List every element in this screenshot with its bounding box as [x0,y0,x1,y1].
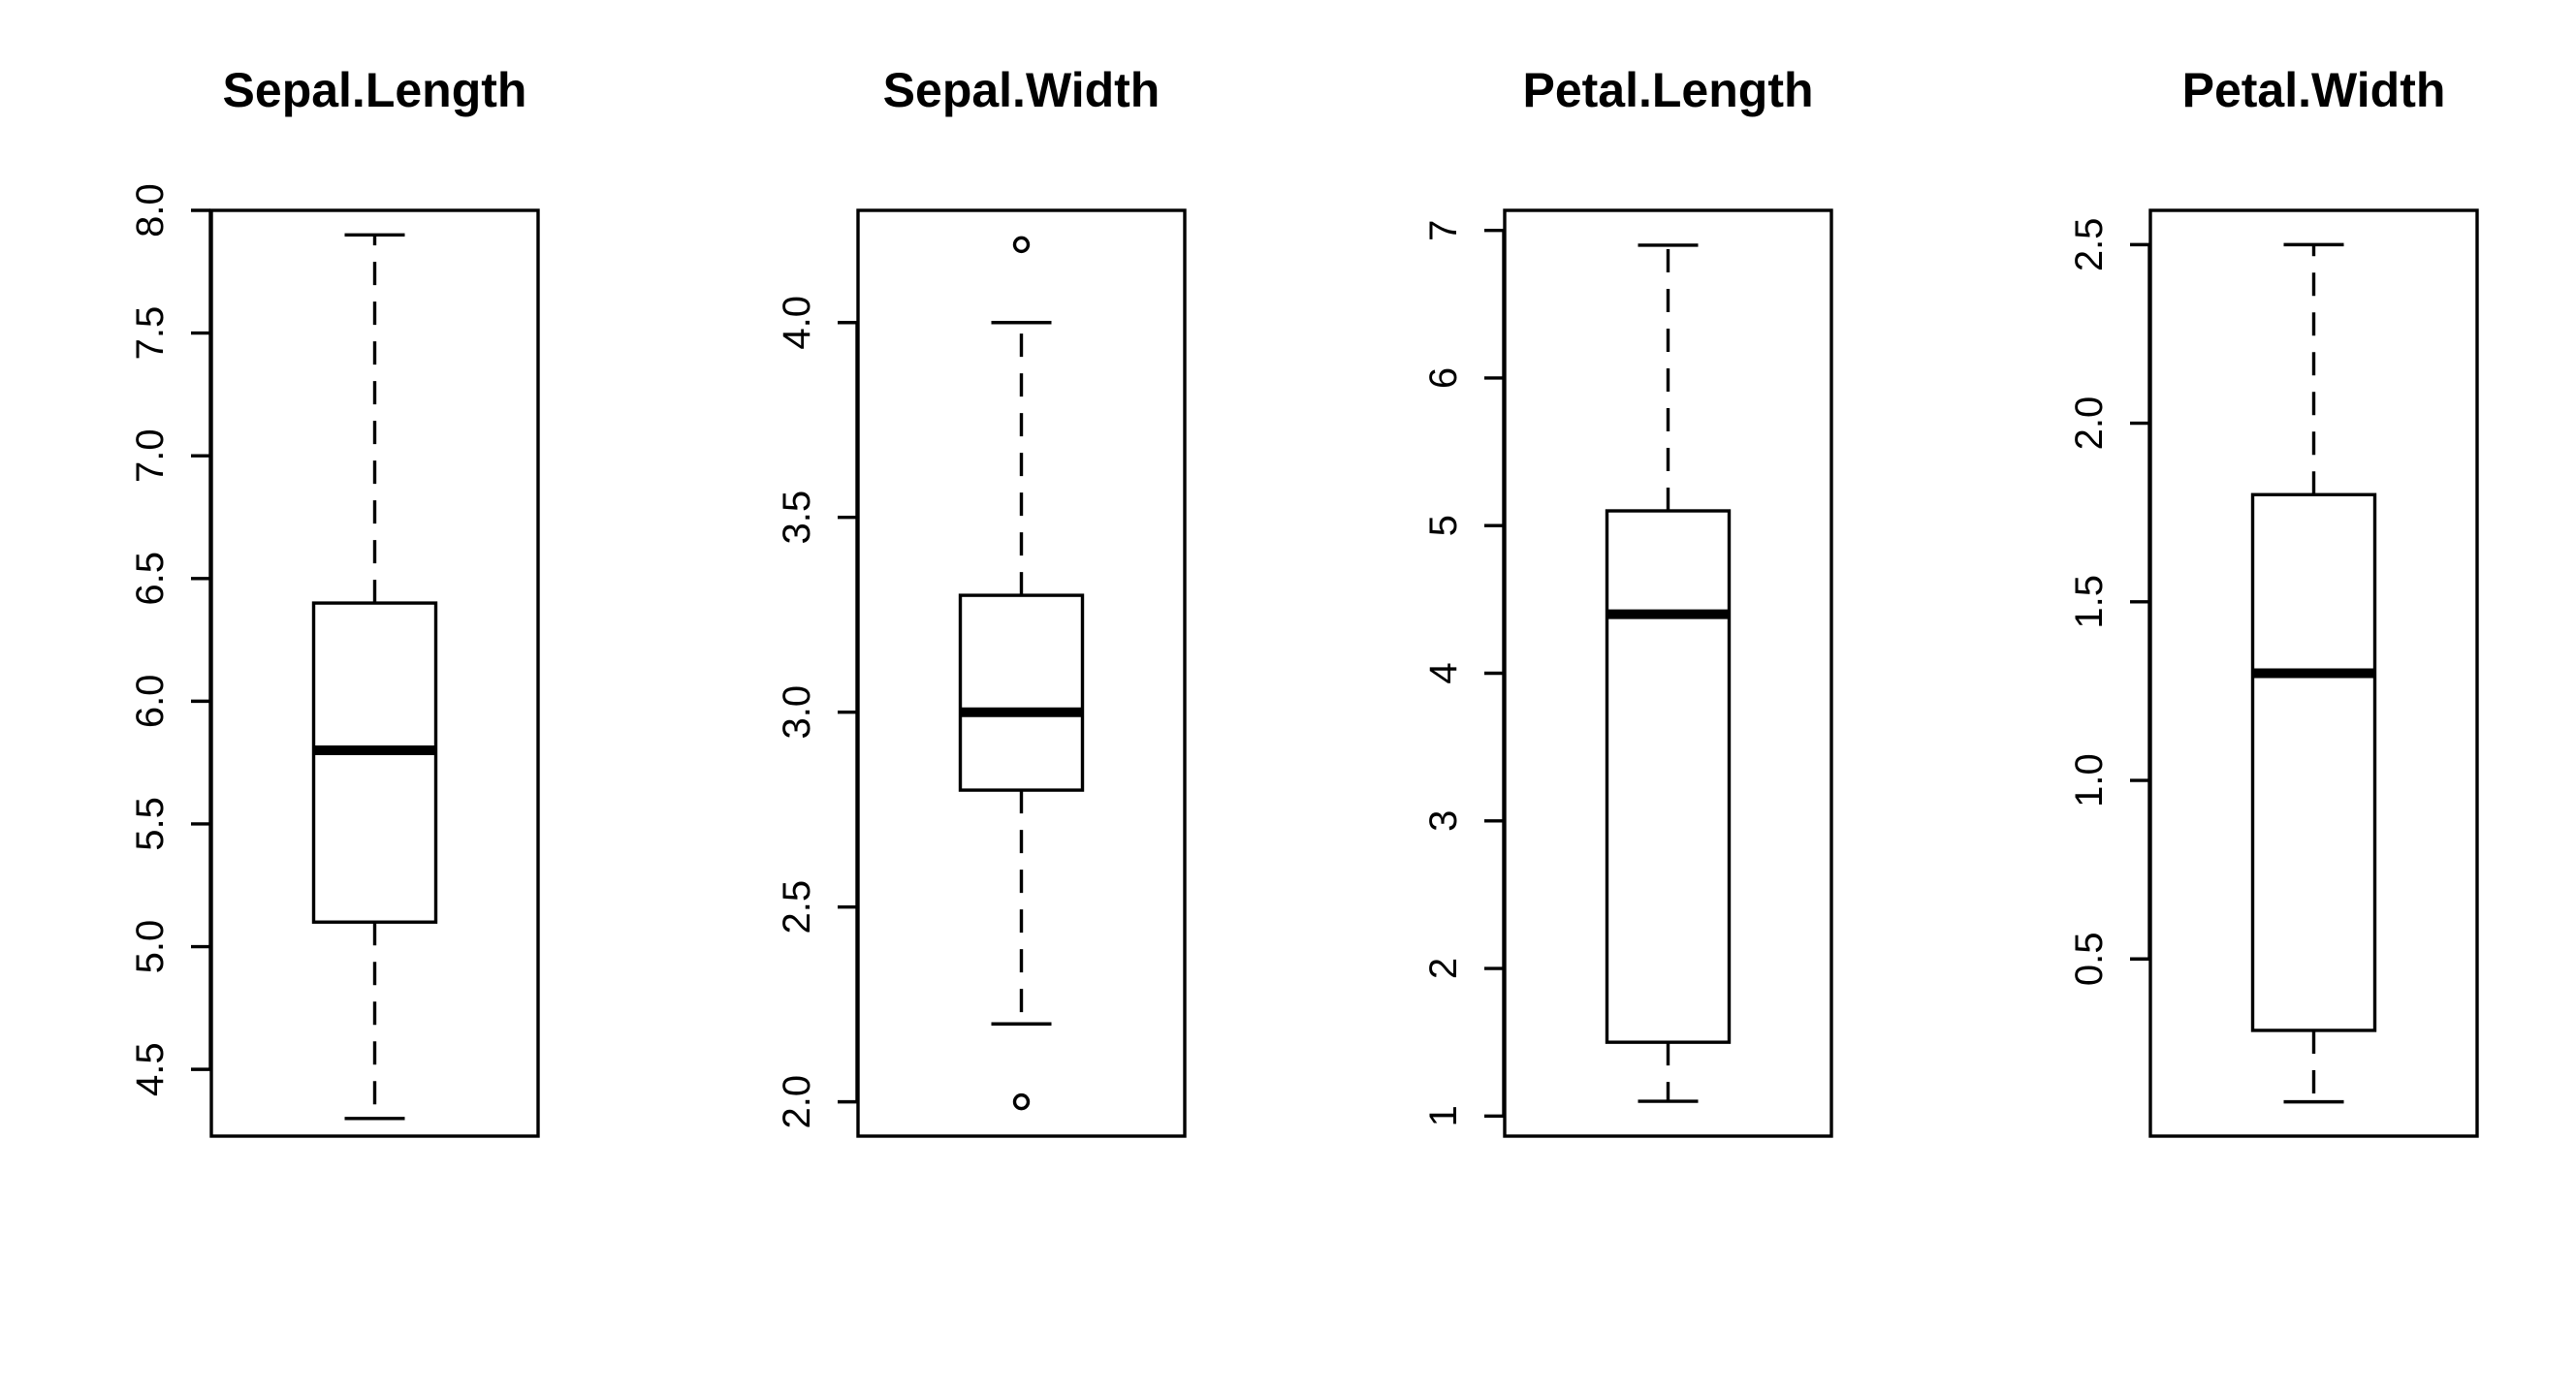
y-tick-label: 2.5 [776,880,818,934]
y-tick-label: 3.5 [776,491,818,545]
y-tick-label: 7.5 [129,306,172,361]
y-tick-label: 5.5 [129,797,172,851]
y-tick-label: 5 [1422,515,1465,536]
y-tick-label: 1.0 [2068,753,2111,807]
panel-title: Sepal.Width [883,63,1161,117]
y-tick-label: 0.5 [2068,932,2111,986]
y-tick-label: 1 [1422,1105,1465,1126]
y-tick-label: 1.5 [2068,575,2111,629]
iqr-box [1605,509,1732,1044]
y-tick-label: 4.5 [129,1042,172,1096]
iqr-box [2250,492,2377,1032]
panel-petal-length: Petal.Length 1 2 3 4 5 6 7 [1422,63,1833,1138]
y-tick-label: 2 [1422,958,1465,979]
y-tick-label: 4 [1422,662,1465,683]
panel-title: Sepal.Length [223,63,527,117]
y-tick-label: 5.0 [129,920,172,974]
y-tick-label: 7.0 [129,428,172,483]
panel-sepal-length: Sepal.Length 4.5 5.0 5.5 6.0 6.5 7.0 7.5 8.0 [129,63,540,1138]
y-tick-label: 2.0 [776,1075,818,1129]
y-tick-label: 7 [1422,220,1465,241]
y-tick-label: 6.5 [129,552,172,606]
y-tick-label: 4.0 [776,296,818,350]
y-tick-label: 3 [1422,810,1465,832]
panel-sepal-width: Sepal.Width 2.0 2.5 3.0 3.5 4.0 [776,63,1187,1138]
panel-title: Petal.Length [1522,63,1813,117]
iqr-box [958,593,1085,792]
y-tick-label: 2.0 [2068,396,2111,451]
y-tick-label: 6.0 [129,675,172,729]
outlier-point [1012,236,1031,254]
outlier-point [1012,1092,1031,1111]
y-tick-label: 6 [1422,367,1465,389]
iqr-box [311,601,438,924]
y-tick-label: 2.5 [2068,218,2111,272]
y-tick-label: 3.0 [776,685,818,740]
panel-petal-width: Petal.Width 0.5 1.0 1.5 2.0 2.5 [2068,63,2479,1138]
panel-title: Petal.Width [2182,63,2446,117]
y-tick-label: 8.0 [129,183,172,237]
